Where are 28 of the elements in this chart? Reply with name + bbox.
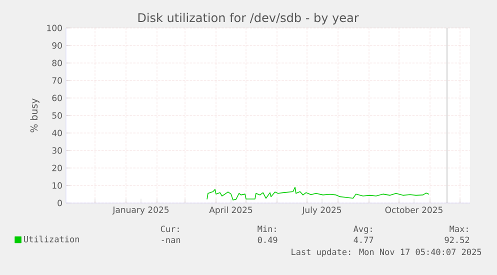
text: 92.52 bbox=[444, 236, 470, 244]
text: Min: bbox=[258, 226, 276, 232]
y-tick-label: 60 bbox=[52, 94, 62, 102]
y-tick-label: 80 bbox=[52, 60, 62, 66]
y-tick-label: 10 bbox=[52, 182, 62, 189]
text: Cur: bbox=[160, 226, 179, 232]
x-tick-label: January 2025 bbox=[112, 206, 169, 215]
y-tick-label: 50 bbox=[52, 112, 62, 119]
y-tick-label: 90 bbox=[52, 42, 62, 49]
y-tick-label: 70 bbox=[52, 77, 62, 84]
text: Last update: Mon Nov 17 05:40:07 2025 bbox=[292, 248, 482, 257]
text: Avg: bbox=[353, 226, 372, 234]
y-tick-label: 40 bbox=[52, 130, 62, 136]
line-series bbox=[206, 186, 430, 200]
y-tick-label: 20 bbox=[52, 164, 62, 172]
text: 0.49 bbox=[258, 236, 278, 244]
y-tick-label: 0 bbox=[58, 200, 62, 206]
y-axis-title: % busy bbox=[30, 98, 40, 132]
text: -nan bbox=[162, 238, 180, 244]
x-tick-label: October 2025 bbox=[385, 206, 442, 214]
chart-title: Disk utilization for /dev/sdb - by year bbox=[138, 12, 359, 24]
text: Max: bbox=[450, 226, 468, 232]
x-tick-label: July 2025 bbox=[302, 206, 342, 215]
y-tick-label: 30 bbox=[52, 147, 62, 154]
legend-label: Utilization bbox=[24, 236, 79, 242]
y-tick-label: 100 bbox=[47, 24, 62, 32]
text: 4.77 bbox=[354, 236, 374, 243]
x-tick-label: April 2025 bbox=[209, 206, 252, 215]
